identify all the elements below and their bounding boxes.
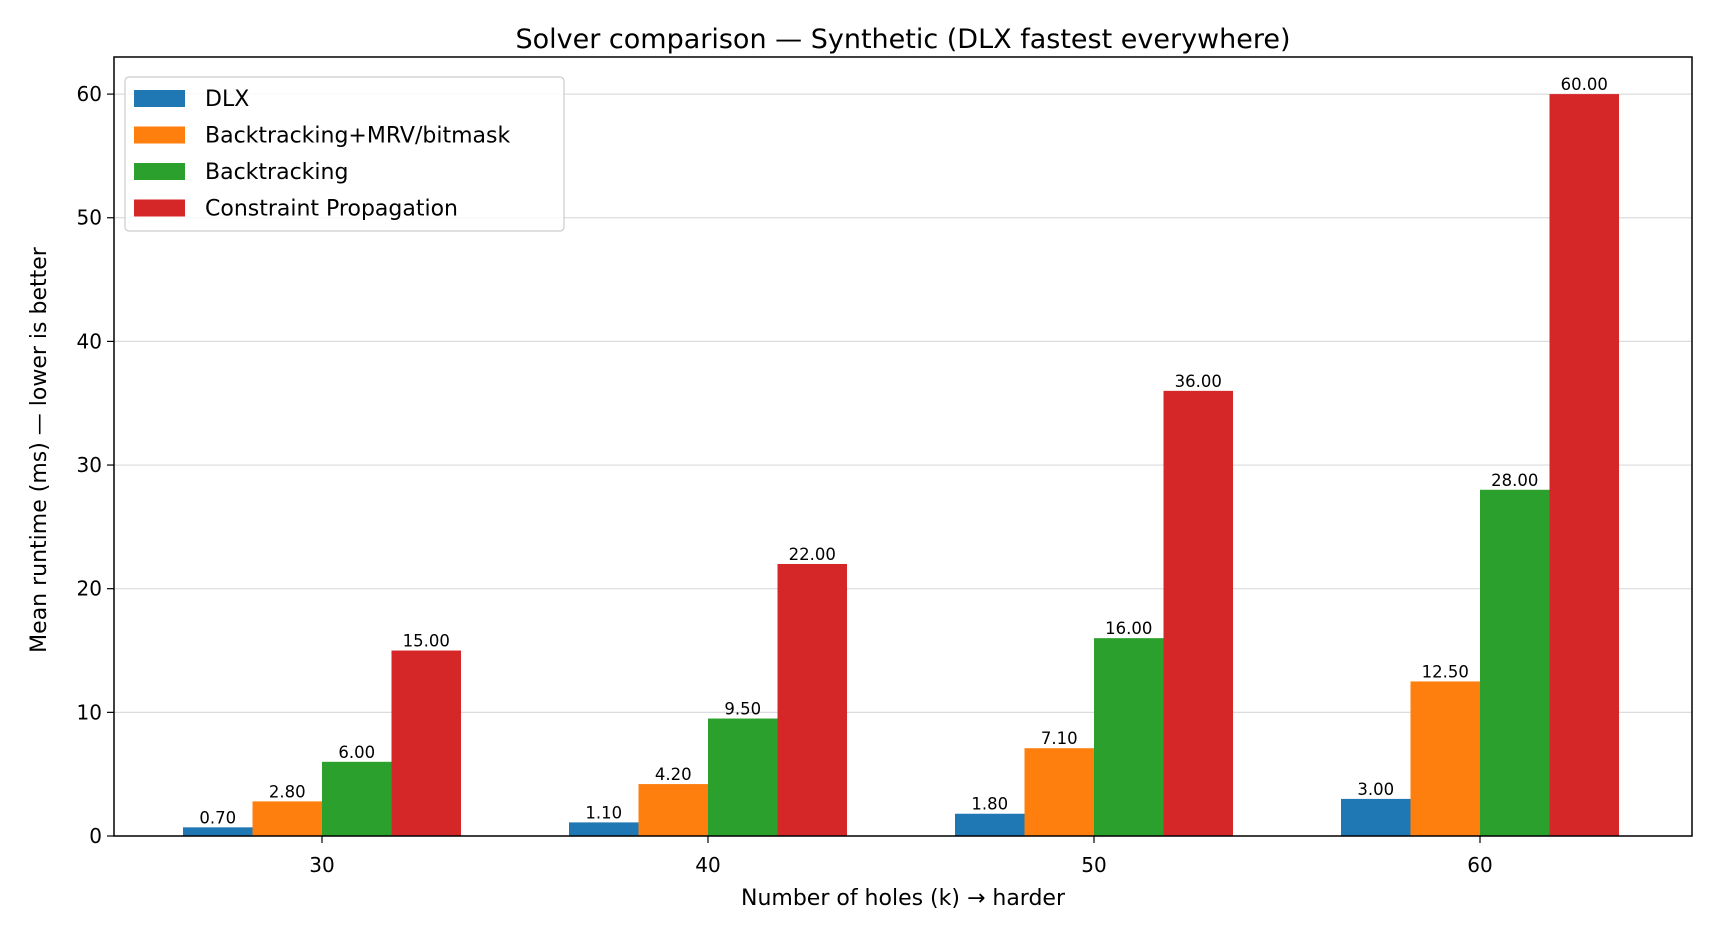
legend-swatch: [134, 199, 185, 217]
x-tick-label: 50: [1081, 853, 1106, 877]
bar-value-label: 28.00: [1491, 471, 1538, 490]
bar-constraint-propagation-40: [777, 563, 847, 836]
bar-value-label: 15.00: [403, 632, 450, 651]
legend-label: Backtracking: [205, 160, 348, 185]
x-tick-label: 30: [309, 853, 334, 877]
y-tick-label: 40: [77, 329, 102, 353]
bar-value-label: 3.00: [1357, 780, 1394, 799]
bar-backtracking-50: [1094, 638, 1164, 836]
bar-backtracking-mrv-bitmask-30: [252, 801, 322, 836]
bar-constraint-propagation-30: [391, 650, 461, 836]
legend-label: Backtracking+MRV/bitmask: [205, 124, 510, 149]
y-tick-label: 60: [77, 82, 102, 106]
plot-frame: [113, 56, 1693, 837]
x-axis-ticks: 30 40 50 60: [309, 836, 1493, 877]
legend-box: [124, 76, 565, 232]
bar-value-label: 36.00: [1175, 372, 1222, 391]
y-tick-label: 20: [77, 577, 102, 601]
y-axis-ticks: 0 10 20 30 40 50 60: [77, 82, 114, 848]
y-tick-label: 30: [77, 453, 102, 477]
x-tick-label: 40: [695, 853, 720, 877]
y-axis-label: Mean runtime (ms) — lower is better: [27, 246, 52, 653]
legend-label: DLX: [205, 87, 249, 112]
bar-value-label: 1.80: [971, 795, 1008, 814]
bar-value-label: 1.10: [585, 803, 622, 822]
y-tick-label: 10: [77, 700, 102, 724]
bar-value-label: 22.00: [789, 545, 836, 564]
x-tick-label: 60: [1467, 853, 1492, 877]
bar-dlx-60: [1341, 798, 1411, 836]
bar-dlx-50: [955, 813, 1025, 836]
y-tick-label: 0: [89, 824, 102, 848]
bar-value-label: 9.50: [724, 700, 761, 719]
bar-backtracking-60: [1480, 489, 1550, 836]
bar-backtracking-40: [708, 718, 778, 836]
bar-backtracking-30: [322, 761, 392, 836]
bar-backtracking-mrv-bitmask-60: [1410, 681, 1480, 836]
bar-value-label: 16.00: [1105, 619, 1152, 638]
bar-value-label: 2.80: [269, 782, 306, 801]
bar-value-label: 4.20: [655, 765, 692, 784]
bars-layer: [183, 94, 1619, 837]
legend: DLX Backtracking+MRV/bitmask Backtracking C…: [124, 76, 565, 232]
value-labels-layer: 0.70 2.80 6.00 15.00 1.10 4.20 9.50 22.00 1.80 7.…: [199, 75, 1608, 827]
bar-value-label: 0.70: [199, 808, 236, 827]
bar-value-label: 7.10: [1041, 729, 1078, 748]
legend-swatch: [134, 163, 185, 180]
bar-backtracking-mrv-bitmask-50: [1024, 748, 1094, 836]
legend-label: Constraint Propagation: [205, 197, 458, 222]
bar-constraint-propagation-60: [1549, 94, 1619, 837]
bar-dlx-30: [183, 827, 253, 836]
x-axis-label: Number of holes (k) → harder: [741, 886, 1066, 911]
legend-swatch: [134, 90, 185, 107]
bar-value-label: 6.00: [338, 743, 375, 762]
bar-backtracking-mrv-bitmask-40: [638, 784, 708, 836]
legend-swatch: [134, 126, 185, 144]
bar-value-label: 60.00: [1561, 75, 1608, 94]
bar-value-label: 12.50: [1422, 662, 1469, 681]
bar-constraint-propagation-50: [1163, 390, 1233, 836]
y-tick-label: 50: [77, 206, 102, 230]
bar-dlx-40: [569, 822, 639, 836]
chart-title: Solver comparison — Synthetic (DLX faste…: [515, 24, 1290, 55]
